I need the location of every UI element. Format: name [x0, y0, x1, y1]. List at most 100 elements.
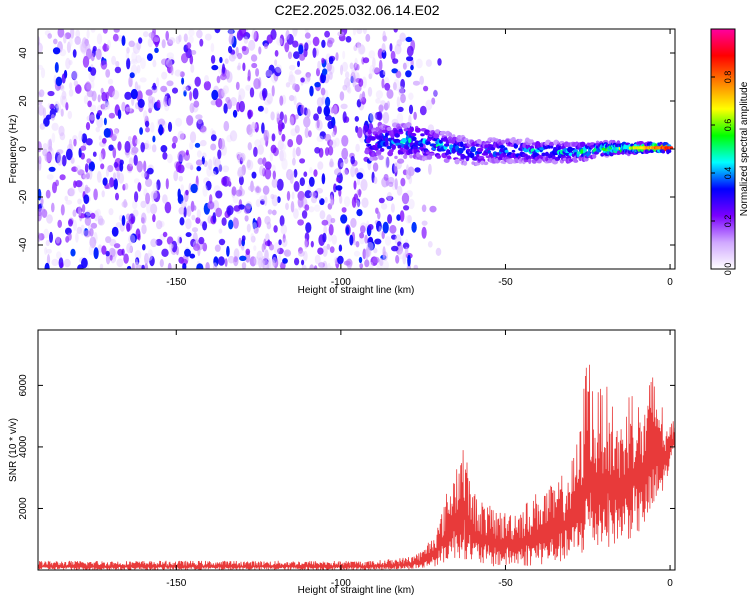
- spectrogram-signal-blob: [456, 138, 463, 143]
- spectrogram-noise-blob: [369, 261, 374, 269]
- spectrogram-noise-blob: [359, 93, 363, 103]
- spectrogram-noise-blob: [408, 198, 415, 210]
- spectrogram-noise-blob: [117, 109, 122, 120]
- spectrogram-noise-blob: [319, 210, 326, 220]
- spectrogram-noise-blob: [193, 100, 200, 108]
- spectrogram-noise-blob: [68, 219, 73, 227]
- spectrogram-noise-blob: [402, 253, 407, 265]
- spectrogram-noise-blob: [44, 152, 52, 163]
- spectrogram-noise-blob: [51, 132, 56, 143]
- spectrogram-noise-blob: [304, 32, 311, 39]
- spectrogram-noise-blob: [49, 231, 53, 243]
- spectrogram-noise-blob: [214, 244, 221, 252]
- spectrogram-noise-blob: [157, 118, 166, 127]
- spectrogram-signal-blob: [408, 137, 412, 144]
- spectrogram-noise-blob: [113, 161, 119, 168]
- spectrogram-noise-blob: [71, 70, 79, 80]
- spectrogram-noise-blob: [56, 149, 64, 155]
- spectrogram-noise-blob: [67, 188, 75, 197]
- spectrogram-noise-blob: [210, 42, 215, 53]
- spectrogram-noise-blob: [400, 93, 406, 104]
- spectrogram-noise-blob: [200, 125, 208, 134]
- spectrogram-signal-blob: [462, 146, 466, 151]
- spectrogram-signal-blob: [504, 149, 509, 153]
- spectrogram-noise-blob: [38, 42, 43, 54]
- spectrogram-noise-blob: [81, 257, 88, 269]
- spectrogram-noise-blob: [330, 266, 334, 269]
- spectrogram-noise-blob: [285, 82, 291, 88]
- spectrogram-noise-blob: [148, 95, 154, 104]
- spectrogram-noise-blob: [171, 142, 177, 149]
- spectrogram-noise-blob: [382, 221, 389, 234]
- spectrogram-noise-blob: [55, 236, 62, 246]
- spectrogram-noise-blob: [313, 265, 318, 269]
- spectrogram-noise-blob: [289, 113, 296, 126]
- spectrogram-noise-blob: [207, 200, 215, 210]
- spectrogram-noise-blob: [57, 219, 62, 228]
- spectrogram-noise-blob: [196, 209, 201, 219]
- spectrogram-noise-blob: [253, 146, 258, 157]
- spectrogram-noise-blob: [309, 85, 314, 97]
- spectrogram-noise-blob: [210, 134, 217, 142]
- spectrogram-noise-blob: [160, 85, 168, 93]
- spectrogram-noise-blob: [96, 33, 103, 45]
- spectrogram-noise-blob: [299, 177, 305, 187]
- spectrogram-noise-blob: [46, 214, 53, 224]
- spectrogram-noise-blob: [186, 115, 194, 126]
- spectrogram-noise-blob: [266, 221, 272, 230]
- spectrogram-noise-blob: [135, 228, 141, 240]
- spectrogram-noise-blob: [228, 219, 234, 230]
- spectrogram-noise-blob: [193, 205, 197, 211]
- spectrogram-noise-blob: [383, 173, 389, 181]
- spectrogram-noise-blob: [270, 111, 275, 121]
- spectrogram-noise-blob: [268, 97, 273, 104]
- spectrogram-noise-blob: [326, 39, 333, 48]
- spectrogram-noise-blob: [313, 169, 318, 177]
- spectrogram-noise-blob: [342, 169, 349, 176]
- spectrogram-noise-blob: [364, 234, 368, 244]
- spectrogram-noise-blob: [108, 247, 116, 258]
- spectrogram-noise-blob: [226, 245, 230, 257]
- spectrogram-noise-blob: [54, 151, 61, 164]
- spectrogram-signal-blob: [378, 155, 384, 161]
- spectrogram-noise-blob: [221, 63, 226, 75]
- spectrogram-noise-blob: [347, 87, 352, 94]
- spectrogram-noise-blob: [54, 62, 59, 73]
- spectrogram-noise-blob: [299, 53, 306, 61]
- spectrogram-signal-blob: [410, 132, 417, 137]
- spectrogram-noise-blob: [38, 141, 42, 153]
- spectrogram-noise-blob: [276, 111, 280, 118]
- spectrogram-noise-blob: [152, 214, 156, 223]
- spectrogram-noise-blob: [269, 151, 274, 162]
- spectrogram-noise-blob: [277, 139, 284, 151]
- spectrogram-noise-blob: [185, 218, 192, 230]
- spectrogram-noise-blob: [113, 29, 120, 33]
- spectrogram-noise-blob: [71, 70, 78, 81]
- spectrogram-noise-blob: [384, 156, 390, 169]
- spectrogram-signal-blob: [592, 153, 597, 159]
- spectrogram-noise-blob: [149, 255, 155, 267]
- spectrogram-noise-blob: [276, 178, 284, 191]
- spectrogram-noise-blob: [217, 149, 222, 160]
- spectrogram-noise-blob: [74, 36, 81, 45]
- spectrogram-noise-blob: [71, 166, 78, 172]
- spectrogram-noise-blob: [219, 138, 226, 150]
- spectrogram-noise-blob: [156, 179, 161, 191]
- spectrogram-signal-blob: [460, 141, 464, 148]
- spectrogram-noise-blob: [182, 85, 189, 92]
- spectrogram-noise-blob: [297, 196, 304, 208]
- spectrogram-noise-blob: [356, 29, 363, 35]
- spectrogram-noise-blob: [246, 124, 253, 136]
- spectrogram-noise-blob: [277, 247, 284, 255]
- spectrogram-noise-blob: [329, 158, 334, 168]
- spectrogram-noise-blob: [38, 89, 45, 98]
- spectrogram-noise-blob: [228, 45, 233, 54]
- spectrogram-noise-blob: [121, 201, 128, 208]
- spectrogram-noise-blob: [276, 196, 281, 204]
- spectrogram-noise-blob: [56, 103, 61, 114]
- spectrogram-noise-blob: [161, 248, 169, 257]
- spectrogram-noise-blob: [338, 244, 343, 252]
- spectrogram-noise-blob: [239, 29, 247, 37]
- spectrogram-noise-blob: [402, 242, 410, 250]
- spectrogram-noise-blob: [121, 215, 126, 226]
